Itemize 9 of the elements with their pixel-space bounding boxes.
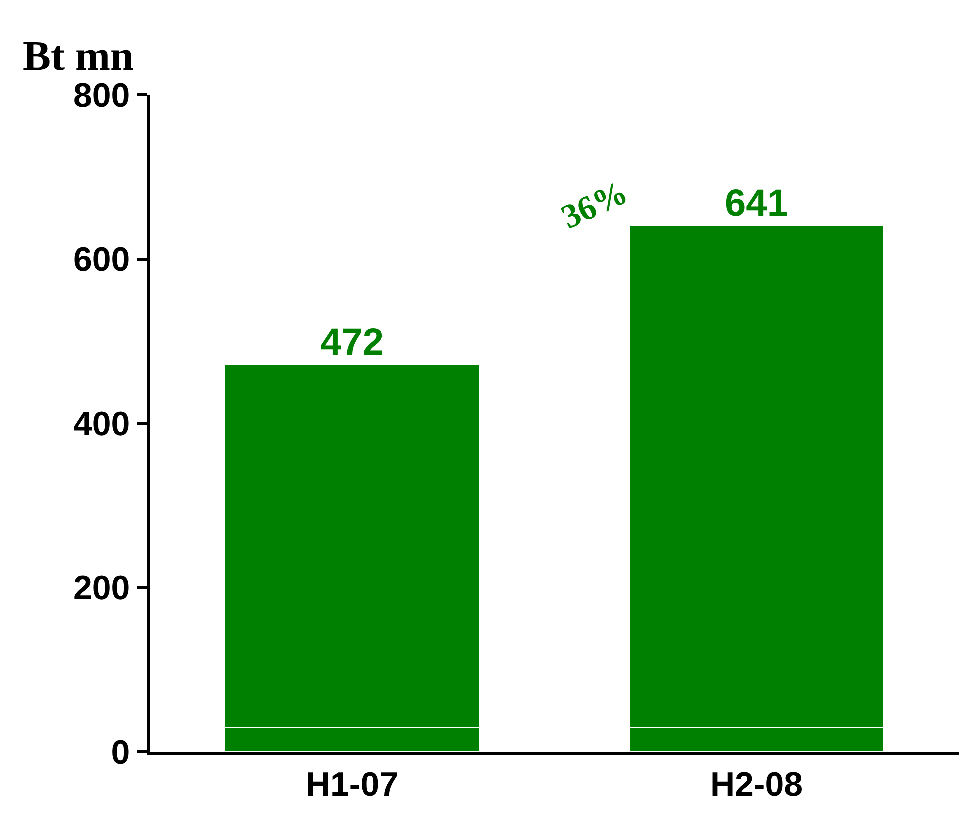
y-tick-label: 0: [111, 734, 130, 772]
x-tick-label: H2-08: [710, 766, 804, 804]
y-tick-label: 200: [73, 570, 130, 608]
annotation: 36%: [556, 174, 634, 237]
total-label: 641: [725, 183, 788, 226]
y-tick-label: 600: [73, 241, 130, 280]
y-tick-label: 400: [73, 405, 130, 444]
x-tick-label: H1-07: [306, 766, 399, 804]
total-label: 472: [320, 322, 384, 364]
